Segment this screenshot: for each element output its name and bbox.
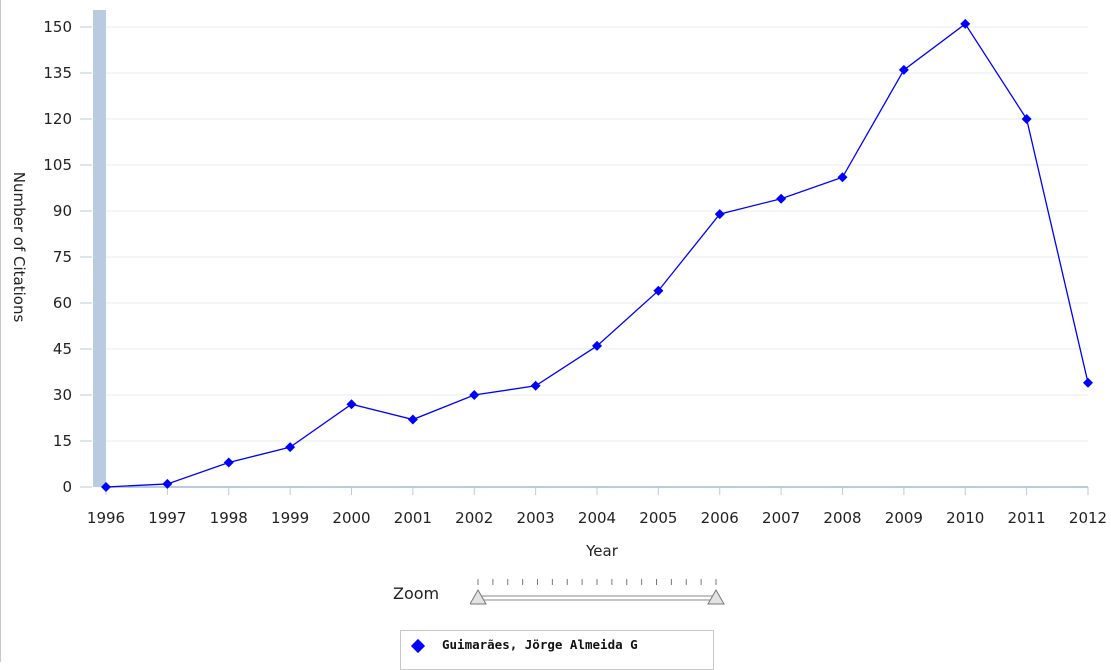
legend-diamond-marker-icon [410,638,426,654]
x-axis-title: Year [585,542,619,560]
x-tick-label: 2003 [517,509,555,527]
zoom-tick-marks [477,579,717,585]
x-tick-label: 1997 [148,509,186,527]
x-tick-label: 2006 [701,509,739,527]
data-point [898,64,909,75]
y-tick-label: 15 [53,432,72,450]
x-tick-labels: 1996 1997 1998 1999 2000 2001 2002 2003 2004 2005… [87,487,1107,527]
grid-lines [106,26,1088,488]
y-tick-labels: 0 15 30 45 60 75 90 105 120 135 150 [43,18,92,496]
x-tick-label: 1998 [210,509,248,527]
y-tick-label: 135 [43,64,72,82]
y-tick-label: 30 [53,386,72,404]
zoom-control[interactable]: Zoom [390,576,750,616]
series-layer [101,18,1093,492]
data-point [469,390,480,400]
x-tick-label: 2001 [394,509,432,527]
data-point [285,442,296,453]
y-tick-label: 150 [43,18,72,36]
x-tick-label: 2010 [946,509,984,527]
data-point [101,482,111,492]
y-tick-label: 90 [53,202,72,220]
legend: Guimarães, Jörge Almeida G [400,630,714,670]
y-tick-label: 75 [53,248,72,266]
y-axis-band [93,10,106,487]
y-tick-label: 60 [53,294,72,312]
data-point [1021,114,1032,124]
data-point [592,340,602,351]
y-tick-label: 45 [53,340,72,358]
data-point [407,414,418,425]
x-tick-label: 2002 [455,509,493,527]
zoom-label: Zoom [393,584,440,603]
x-tick-label: 2012 [1069,509,1107,527]
x-tick-label: 2009 [885,509,923,527]
data-point [162,478,173,489]
data-point [714,209,725,220]
zoom-left-handle[interactable] [470,588,487,605]
x-tick-label: 2005 [639,509,677,527]
data-point [960,18,971,29]
data-point [776,193,787,204]
y-tick-label: 120 [43,110,72,128]
y-axis-title: Number of Citations [10,172,28,323]
zoom-track[interactable] [475,595,717,601]
zoom-slider[interactable] [470,576,735,616]
data-point [837,172,848,183]
x-tick-label: 2011 [1008,509,1046,527]
series-line [105,22,1089,488]
x-tick-label: 1996 [87,509,125,527]
zoom-right-handle[interactable] [707,588,725,605]
x-tick-label: 1999 [271,509,309,527]
x-tick-label: 2000 [332,509,370,527]
data-point [1083,377,1093,388]
x-tick-label: 2004 [578,509,616,527]
data-point [223,457,234,468]
legend-series-label[interactable]: Guimarães, Jörge Almeida G [442,637,638,652]
x-tick-label: 2008 [823,509,861,527]
x-tick-label: 2007 [762,509,800,527]
y-tick-label: 105 [43,156,72,174]
data-point [346,399,357,410]
y-tick-label: 0 [62,478,72,496]
data-point [653,285,664,296]
data-point [530,380,541,391]
